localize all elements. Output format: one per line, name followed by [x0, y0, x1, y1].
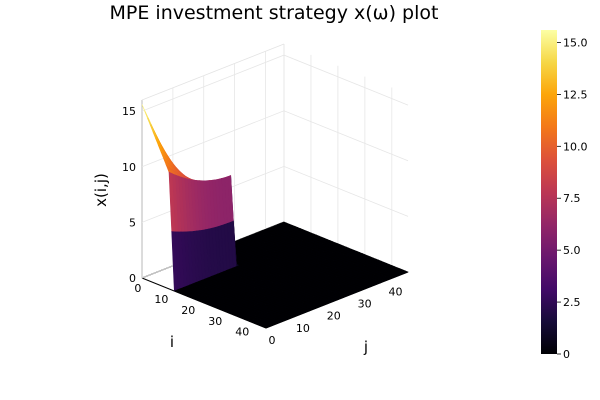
z-tick-label: 0	[129, 272, 136, 285]
z-tick-label: 15	[122, 105, 136, 118]
i-tick-label: 10	[154, 293, 168, 306]
i-tick-label: 0	[134, 282, 141, 295]
chart-title: MPE investment strategy x(ω) plot	[110, 2, 439, 24]
colorbar-tick-label: 7.5	[563, 192, 581, 205]
surface-mesh	[141, 104, 409, 329]
z-tick-label: 5	[129, 216, 136, 229]
j-tick-label: 20	[327, 310, 341, 323]
colorbar-tick-label: 0	[563, 348, 570, 361]
z-tick-label: 10	[122, 161, 136, 174]
j-tick-label: 30	[358, 297, 372, 310]
colorbar-fill	[541, 30, 557, 354]
colorbar: 0 2.5 5.0 7.5 10.0 12.5 15.0	[541, 30, 588, 361]
axis-line	[141, 43, 285, 101]
i-tick-label: 40	[235, 326, 249, 339]
grid-line-z	[141, 110, 409, 168]
colorbar-tick-label: 15.0	[563, 36, 588, 49]
surface-cell	[262, 325, 270, 329]
j-tick-label: 0	[269, 334, 276, 347]
grid-line-z	[141, 54, 409, 112]
colorbar-tick-label: 10.0	[563, 140, 588, 153]
y-axis-label: j	[363, 338, 368, 356]
colorbar-tick-label: 2.5	[563, 296, 581, 309]
i-tick-label: 30	[208, 315, 222, 328]
j-tick-label: 10	[296, 322, 310, 335]
i-tick-label: 20	[181, 304, 195, 317]
x-axis-label: i	[170, 333, 174, 351]
j-tick-label: 40	[388, 285, 402, 298]
z-axis-label: x(i,j)	[92, 173, 110, 207]
axis-ticks: 0 10 20 30 40 0 10 20 30 40 0 5 10 15	[122, 105, 402, 347]
colorbar-tick-label: 12.5	[563, 88, 588, 101]
colorbar-tick-label: 5.0	[563, 244, 581, 257]
